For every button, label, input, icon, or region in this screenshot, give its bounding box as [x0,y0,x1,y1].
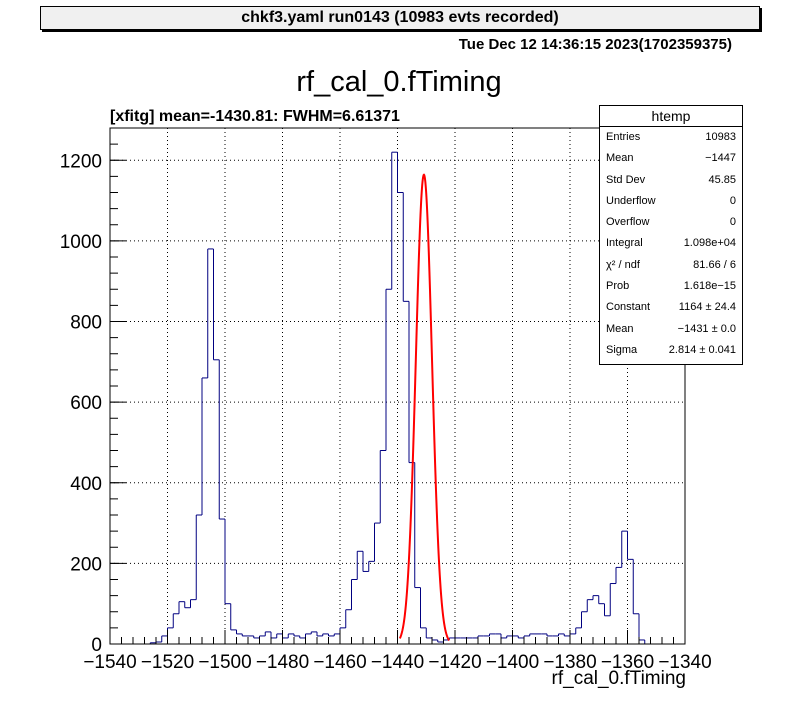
stats-row: Mean −1431 ± 0.0 [600,319,742,340]
stats-row-label: Constant [606,301,651,314]
stats-row: Integral 1.098e+04 [600,233,742,254]
stats-row-label: Std Dev [606,173,646,186]
x-tick-label: −1380 [543,652,596,673]
gaussian-fit-curve [398,173,451,642]
x-tick-label: −1540 [83,652,136,673]
stats-row-value: 2.814 ± 0.041 [668,343,736,356]
datetime-label: Tue Dec 12 14:36:15 2023(1702359375) [458,36,732,53]
stats-row-value: −1447 [705,152,736,165]
stats-row-value: 81.66 / 6 [693,258,736,271]
x-tick-label: −1520 [141,652,194,673]
stats-row-value: 1164 ± 24.4 [678,301,736,314]
axes: −1540 −1520 −1500 −1480 −1460 −1440 −1420 −1400… [60,127,712,673]
stats-row-label: Mean [606,152,634,165]
y-tick-label: 600 [70,393,102,414]
fit-annotation: [xfitg] mean=-1430.81: FWHM=6.61371 [110,108,400,125]
y-tick-label: 800 [70,313,102,334]
stats-row-label: Sigma [606,343,638,356]
x-tick-label: −1400 [486,652,539,673]
stats-row: Overflow 0 [600,212,742,233]
stats-row: Mean −1447 [600,148,742,169]
stats-row-value: 45.85 [708,173,736,186]
y-tick-label: 1200 [60,151,102,172]
stats-row-value: −1431 ± 0.0 [677,322,736,335]
x-tick-label: −1480 [256,652,309,673]
stats-row: Sigma 2.814 ± 0.041 [600,340,742,361]
stats-row-label: Entries [606,131,641,143]
y-tick-label: 200 [70,554,102,575]
y-tick-label: 1000 [60,232,102,253]
stats-row: Std Dev 45.85 [600,170,742,191]
stats-row-label: Mean [606,322,634,335]
stats-row-value: 0 [729,216,736,229]
x-axis-label: rf_cal_0.fTiming [551,668,686,689]
stats-row: χ² / ndf 81.66 / 6 [600,255,742,276]
stats-row-value: 1.098e+04 [683,237,736,250]
stats-row-label: Integral [606,237,643,250]
stats-row: Underflow 0 [600,191,742,212]
y-tick-label: 400 [70,474,102,495]
stats-row: Prob 1.618e−15 [600,276,742,297]
histogram-title: rf_cal_0.fTiming [296,66,502,98]
x-tick-label: −1360 [601,652,654,673]
x-tick-label: −1340 [658,652,711,673]
stats-row-label: Underflow [606,194,656,207]
x-tick-label: −1460 [313,652,366,673]
stats-row-value: 10983 [705,131,736,143]
x-tick-label: −1440 [371,652,424,673]
fit-curve-series [398,173,451,642]
stats-box-title: htemp [600,106,742,127]
stats-row: Constant 1164 ± 24.4 [600,297,742,318]
stats-row-label: Prob [606,280,630,293]
stats-row: Entries 10983 [600,127,742,148]
stats-box: htemp Entries 10983 Mean −1447 Std Dev 45.85 U… [599,105,743,365]
x-tick-label: −1500 [198,652,251,673]
stats-rows: Entries 10983 Mean −1447 Std Dev 45.85 Underfl… [600,127,742,361]
stats-row-label: Overflow [606,216,650,229]
stats-row-value: 1.618e−15 [683,280,736,293]
x-tick-label: −1420 [428,652,481,673]
y-tick-label: 0 [91,635,102,656]
run-banner: chkf3.yaml run0143 (10983 evts recorded) [40,6,760,30]
stats-row-label: χ² / ndf [606,258,640,271]
stats-row-value: 0 [729,194,736,207]
